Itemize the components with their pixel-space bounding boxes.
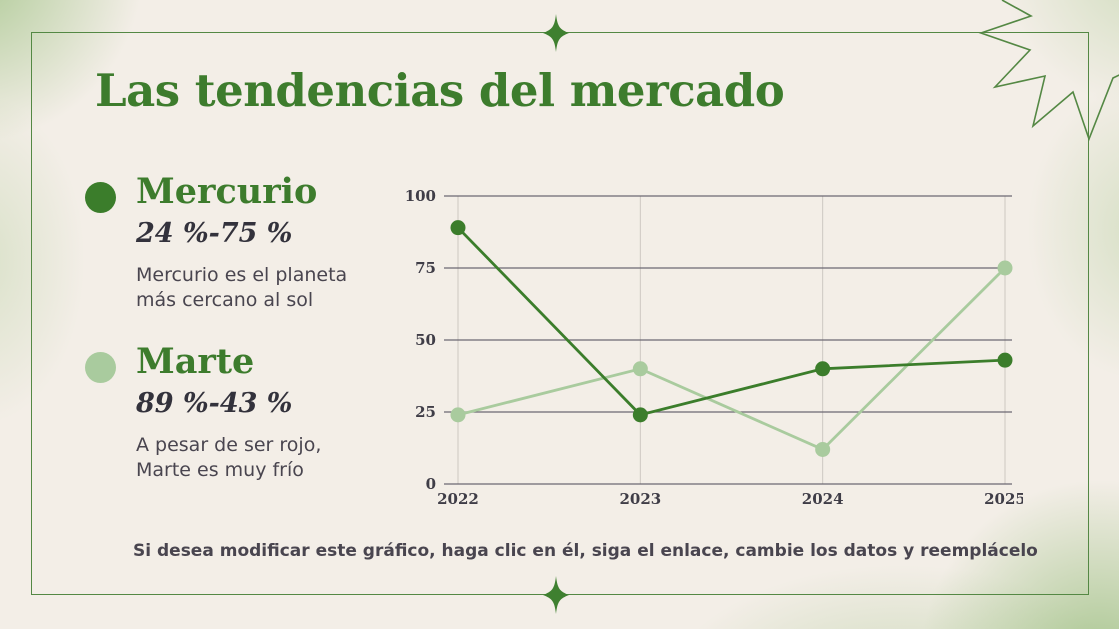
chart-data-point (450, 407, 466, 423)
legend-item-marte: Marte 89 %-43 % A pesar de ser rojo, Mar… (85, 341, 322, 483)
chart-x-tick-label: 2023 (619, 490, 661, 508)
chart-y-tick-label: 50 (415, 331, 436, 349)
chart-data-point (997, 260, 1013, 276)
legend-range-mercurio: 24 %-75 % (136, 218, 293, 250)
chart-data-point (450, 220, 466, 236)
chart-y-tick-label: 100 (405, 187, 436, 205)
chart-y-tick-label: 0 (426, 475, 436, 493)
chart-data-point (815, 361, 831, 377)
chart-x-tick-label: 2025 (984, 490, 1023, 508)
chart-y-tick-label: 75 (415, 259, 436, 277)
chart-y-tick-label: 25 (415, 403, 436, 421)
legend-description-marte: A pesar de ser rojo, Marte es muy frío (136, 433, 322, 481)
chart-data-point (815, 441, 831, 457)
chart-series-line (457, 267, 1006, 452)
chart-x-tick-label: 2024 (802, 490, 844, 508)
legend-range-marte: 89 %-43 % (136, 388, 293, 420)
chart-series-line (456, 226, 1006, 417)
chart-x-tick-label: 2022 (437, 490, 479, 508)
legend-name-marte: Marte (136, 341, 255, 382)
legend-dot-marte (85, 352, 116, 383)
legend-item-mercurio: Mercurio 24 %-75 % Mercurio es el planet… (85, 171, 348, 313)
starburst-icon (978, 0, 1119, 142)
footer-note: Si desea modificar este gráfico, haga cl… (133, 541, 1038, 561)
chart-data-point (632, 407, 648, 423)
chart-data-point (632, 361, 648, 377)
sparkle-icon-bottom (543, 576, 569, 614)
legend-dot-mercurio (85, 182, 116, 213)
chart-data-point (997, 352, 1013, 368)
page-title: Las tendencias del mercado (95, 64, 785, 117)
line-chart-svg: 0 25 50 75 100 2022 2023 2024 2025 (405, 187, 1026, 508)
line-chart[interactable]: 0 25 50 75 100 2022 2023 2024 2025 (398, 182, 1026, 517)
legend-name-mercurio: Mercurio (136, 171, 318, 212)
sparkle-icon-top (543, 14, 569, 52)
legend-description-mercurio: Mercurio es el planeta más cercano al so… (136, 263, 348, 311)
